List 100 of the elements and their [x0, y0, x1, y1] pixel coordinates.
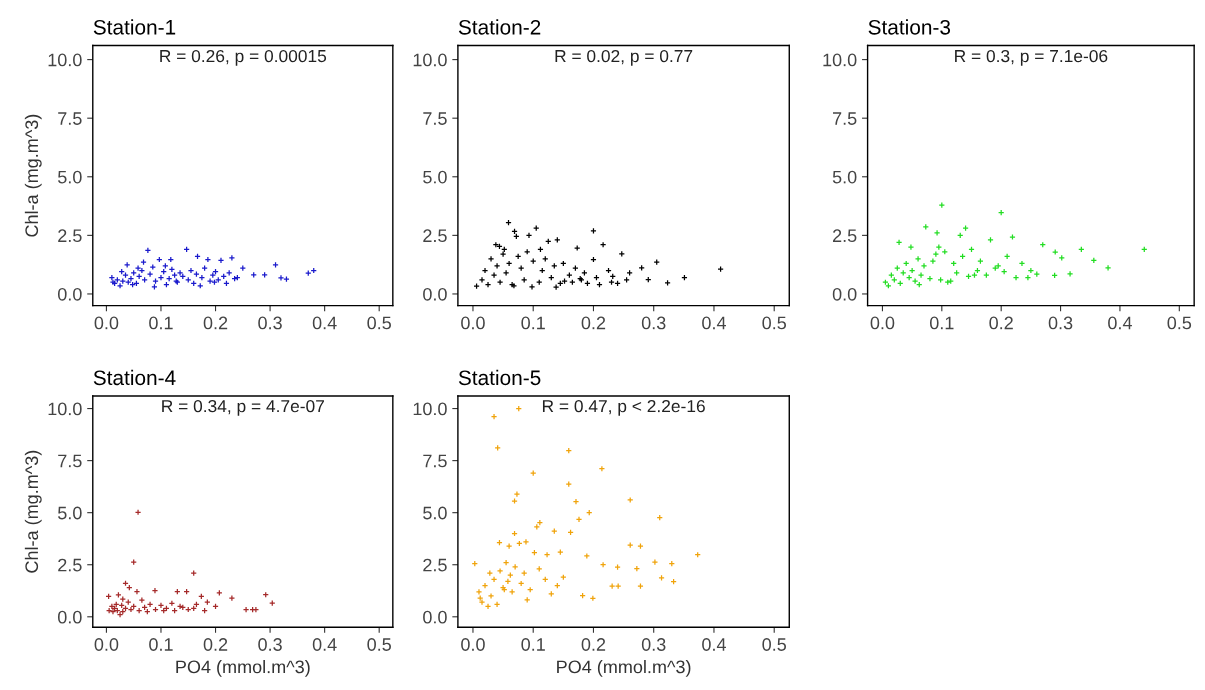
point — [134, 509, 142, 516]
annotation: R = 0.47, p < 2.2e-16 — [542, 399, 705, 416]
point — [895, 239, 903, 246]
point — [1018, 260, 1026, 267]
x-tick-label: 0.0 — [461, 316, 485, 330]
y-tick-label: 2.5 — [58, 229, 82, 243]
x-tick-label: 0.4 — [312, 638, 337, 651]
y-tick-label: 5.0 — [57, 506, 82, 520]
y-tick-label: 7.5 — [423, 454, 447, 468]
point — [1009, 233, 1016, 241]
y-tick-label: 7.5 — [423, 112, 447, 125]
chart-title: Station-4 — [93, 369, 176, 386]
point — [911, 277, 919, 285]
x-tick-label: 0.5 — [367, 638, 391, 651]
y-tick-label: 10.0 — [823, 53, 857, 67]
point — [937, 276, 944, 284]
x-tick-label: 0.2 — [581, 638, 606, 651]
y-tick-label: 2.5 — [832, 229, 857, 243]
point — [1104, 264, 1112, 272]
y-tick-label: 5.0 — [423, 506, 447, 520]
y-tick-label: 10.0 — [48, 402, 82, 416]
x-tick-label: 0.0 — [870, 316, 895, 330]
point — [922, 223, 930, 231]
x-axis-title: PO4 (mmol.m^3) — [176, 660, 310, 677]
y-tick-label: 2.5 — [58, 558, 82, 572]
chart-title: Station-3 — [868, 19, 951, 35]
point — [157, 602, 165, 609]
y-tick-label: 0.0 — [57, 287, 82, 301]
y-tick-label: 5.0 — [57, 170, 82, 184]
point — [228, 594, 236, 602]
x-tick-label: 0.4 — [702, 316, 726, 330]
x-tick-label: 0.4 — [312, 316, 337, 330]
x-tick-label: 0.5 — [762, 316, 787, 330]
y-tick-label: 5.0 — [423, 170, 447, 184]
annotation: R = 0.26, p = 0.00015 — [160, 49, 327, 66]
x-tick-label: 0.5 — [1167, 316, 1192, 330]
point — [914, 255, 922, 263]
point — [115, 591, 122, 599]
point — [1024, 274, 1032, 281]
x-tick-label: 0.1 — [929, 316, 954, 330]
point — [926, 275, 934, 282]
x-tick-label: 0.2 — [989, 316, 1013, 330]
x-tick-label: 0.4 — [1108, 316, 1132, 330]
x-tick-label: 0.2 — [203, 316, 228, 330]
y-tick-label: 0.0 — [57, 610, 82, 624]
point — [119, 595, 127, 603]
x-tick-label: 0.2 — [203, 638, 228, 651]
point — [935, 243, 943, 251]
point — [962, 224, 969, 232]
point — [1033, 270, 1041, 278]
x-tick-label: 0.1 — [149, 638, 173, 651]
y-tick-label: 10.0 — [413, 402, 447, 416]
point — [891, 276, 898, 284]
y-tick-label: 0.0 — [832, 287, 857, 301]
point — [1012, 274, 1020, 281]
point — [138, 596, 146, 604]
y-tick-label: 2.5 — [423, 229, 447, 243]
x-tick-label: 0.3 — [641, 638, 666, 651]
y-tick-label: 10.0 — [48, 53, 82, 67]
chart-title: Station-5 — [458, 369, 541, 386]
x-tick-label: 0.0 — [94, 638, 119, 651]
annotation: R = 0.3, p = 7.1e-06 — [955, 49, 1108, 66]
x-tick-label: 0.1 — [149, 316, 173, 330]
x-tick-label: 0.3 — [258, 316, 282, 330]
point — [242, 606, 250, 613]
y-tick-label: 10.0 — [413, 53, 447, 67]
x-tick-label: 0.3 — [258, 638, 282, 651]
point — [1051, 248, 1059, 256]
point — [920, 262, 928, 270]
point — [929, 257, 937, 265]
point — [252, 606, 260, 613]
point — [168, 600, 176, 607]
x-tick-label: 0.1 — [521, 316, 545, 330]
point — [133, 588, 141, 595]
x-tick-label: 0.3 — [1048, 316, 1073, 330]
y-tick-label: 0.0 — [423, 287, 447, 301]
x-tick-label: 0.0 — [94, 316, 119, 330]
x-tick-label: 0.5 — [367, 316, 391, 330]
y-axis-title: Chl-a (mg.m^3) — [24, 450, 42, 573]
x-tick-label: 0.4 — [702, 638, 726, 651]
x-tick-label: 0.2 — [581, 316, 606, 330]
chart-title: Station-1 — [93, 19, 176, 35]
x-tick-label: 0.0 — [461, 638, 485, 651]
point — [917, 271, 925, 279]
point — [151, 587, 159, 594]
point — [1066, 270, 1074, 278]
y-tick-label: 0.0 — [423, 610, 447, 624]
point — [130, 558, 137, 566]
annotation: R = 0.02, p = 0.77 — [555, 49, 693, 66]
x-tick-label: 0.1 — [521, 638, 545, 651]
x-axis-title: PO4 (mmol.m^3) — [557, 660, 691, 677]
y-tick-label: 7.5 — [58, 112, 82, 125]
point — [933, 229, 941, 237]
chart-title: Station-2 — [458, 19, 541, 35]
annotation: R = 0.34, p = 4.7e-07 — [162, 399, 324, 416]
y-tick-label: 5.0 — [832, 170, 857, 184]
y-tick-label: 2.5 — [423, 558, 447, 572]
x-tick-label: 0.5 — [762, 638, 787, 651]
point — [932, 250, 940, 258]
y-tick-label: 7.5 — [833, 112, 857, 125]
